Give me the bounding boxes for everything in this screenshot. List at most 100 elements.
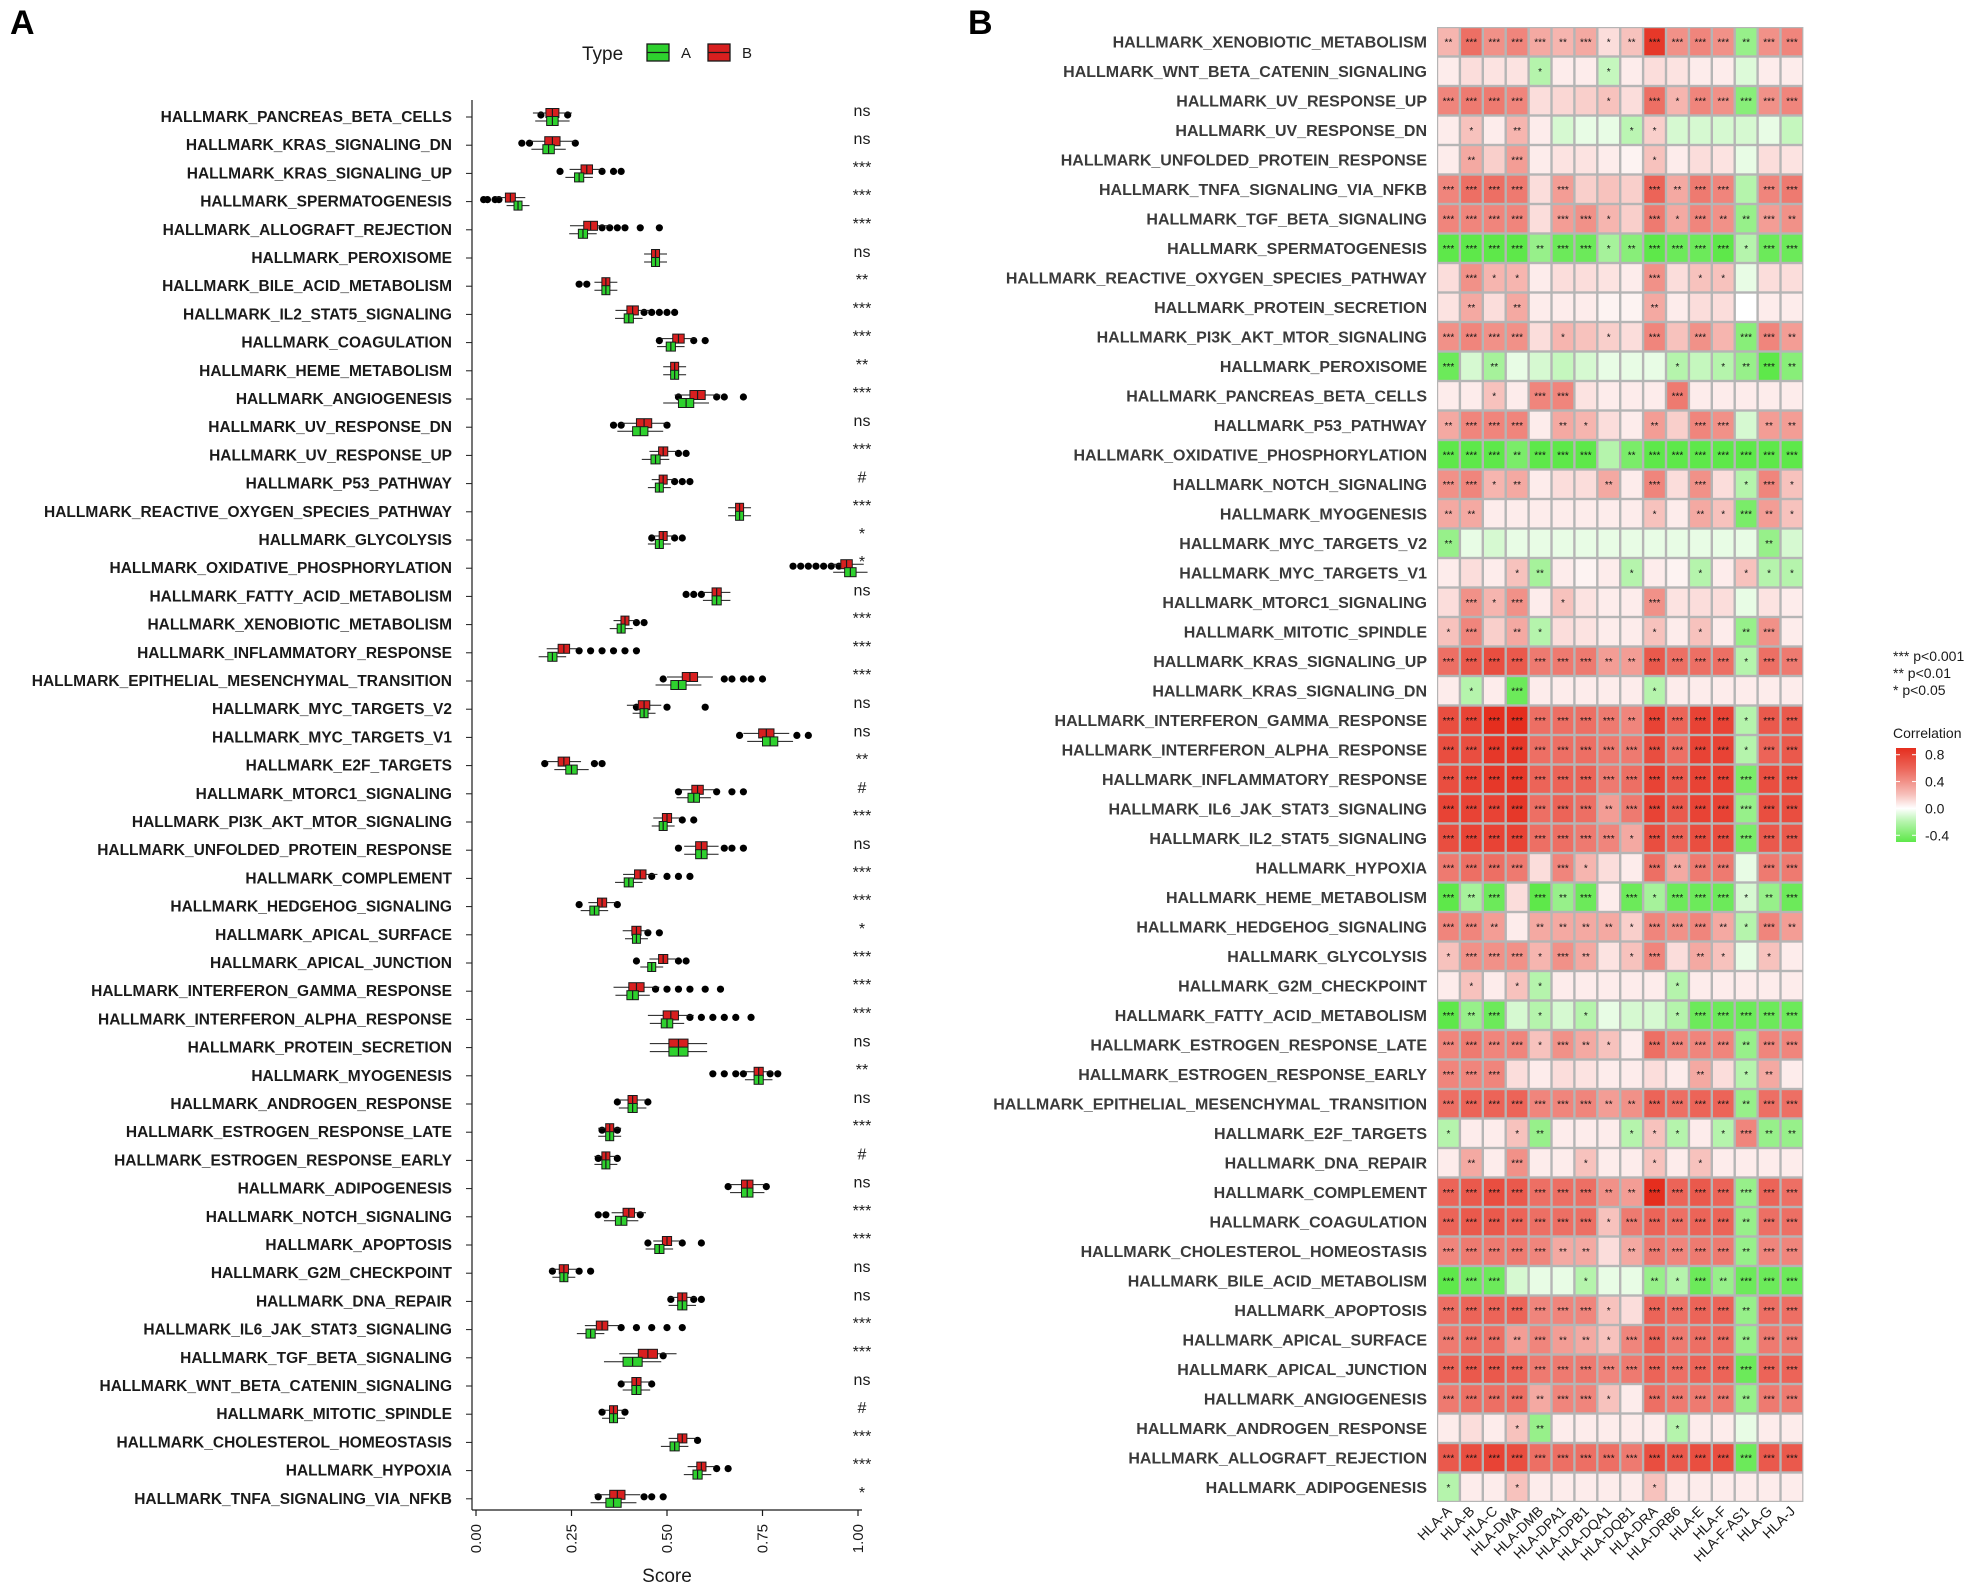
cell-significance: * bbox=[1584, 421, 1588, 432]
significance-label: * bbox=[859, 554, 865, 571]
heatmap-cell bbox=[1621, 234, 1642, 262]
box-row: HALLMARK_COMPLEMENT *** bbox=[245, 864, 871, 888]
cell-significance: *** bbox=[1717, 1188, 1729, 1199]
cell-significance: *** bbox=[1763, 627, 1775, 638]
box-row: HALLMARK_P53_PATHWAY # bbox=[246, 470, 867, 493]
box-row: HALLMARK_WNT_BETA_CATENIN_SIGNALING ns bbox=[100, 1372, 870, 1395]
heatmap-cell bbox=[1552, 1208, 1574, 1236]
heatmap-cell bbox=[1621, 647, 1642, 675]
heatmap-cell bbox=[1621, 470, 1642, 498]
cell-significance: *** bbox=[1511, 96, 1523, 107]
cell-significance: *** bbox=[1717, 96, 1729, 107]
outlier-point bbox=[682, 957, 690, 965]
significance-label: ns bbox=[854, 244, 871, 261]
heatmap-cell bbox=[1621, 883, 1642, 911]
heatmap-cell bbox=[1690, 1178, 1711, 1206]
heatmap-cell bbox=[1461, 1178, 1482, 1206]
heatmap-cell bbox=[1667, 913, 1688, 941]
cell-significance: *** bbox=[1672, 1188, 1684, 1199]
heatmap-cell bbox=[1781, 972, 1803, 1000]
heatmap-cell bbox=[1781, 529, 1803, 557]
heatmap-row: HALLMARK_EPITHELIAL_MESENCHYMAL_TRANSITI… bbox=[993, 1090, 1803, 1118]
heatmap-cell bbox=[1461, 57, 1482, 85]
heatmap-cell bbox=[1529, 913, 1551, 941]
heatmap-cell bbox=[1644, 1473, 1665, 1501]
cell-significance: ** bbox=[1536, 1129, 1544, 1140]
heatmap-cell bbox=[1575, 1296, 1597, 1324]
outlier-point bbox=[682, 590, 690, 599]
heatmap-cell bbox=[1644, 647, 1665, 675]
cell-significance: ** bbox=[1628, 37, 1636, 48]
heatmap-cell bbox=[1529, 588, 1551, 616]
heatmap-cell bbox=[1644, 411, 1665, 439]
gene-set-label: HALLMARK_UV_RESPONSE_DN bbox=[208, 419, 452, 436]
cell-significance: * bbox=[1675, 214, 1679, 225]
cell-significance: *** bbox=[1717, 450, 1729, 461]
heatmap-row-label: HALLMARK_G2M_CHECKPOINT bbox=[1178, 978, 1427, 995]
heatmap-cell bbox=[1667, 529, 1688, 557]
outlier-point bbox=[651, 985, 660, 993]
heatmap-cell bbox=[1713, 942, 1734, 970]
heatmap-cell bbox=[1713, 647, 1734, 675]
heatmap-cell bbox=[1690, 264, 1711, 292]
heatmap-cell bbox=[1575, 205, 1597, 233]
heatmap-cell bbox=[1552, 1178, 1574, 1206]
cell-significance: ** bbox=[1467, 1011, 1475, 1022]
heatmap-cell bbox=[1529, 677, 1551, 705]
cell-significance: *** bbox=[1672, 1335, 1684, 1346]
cell-significance: *** bbox=[1534, 1365, 1546, 1376]
heatmap-cell bbox=[1575, 972, 1597, 1000]
heatmap-cell bbox=[1781, 1178, 1803, 1206]
heatmap-cell bbox=[1735, 1237, 1757, 1265]
heatmap-cell bbox=[1690, 411, 1711, 439]
heatmap-cell bbox=[1713, 352, 1734, 380]
cell-significance: ** bbox=[1628, 1188, 1636, 1199]
cell-significance: *** bbox=[1534, 834, 1546, 845]
cell-significance: *** bbox=[1534, 657, 1546, 668]
cell-significance: *** bbox=[1672, 716, 1684, 727]
heatmap-row: HALLMARK_XENOBIOTIC_METABOLISM ** *** *** **… bbox=[1113, 28, 1803, 56]
heatmap-row-label: HALLMARK_ESTROGEN_RESPONSE_LATE bbox=[1090, 1037, 1427, 1054]
cell-significance: *** bbox=[1557, 1099, 1569, 1110]
cell-significance: *** bbox=[1443, 1217, 1455, 1228]
heatmap-cell bbox=[1667, 1355, 1688, 1383]
heatmap-cell bbox=[1735, 87, 1757, 115]
cell-significance: *** bbox=[1466, 657, 1478, 668]
heatmap-cell bbox=[1552, 352, 1574, 380]
cell-significance: *** bbox=[1695, 922, 1707, 933]
cell-significance: *** bbox=[1580, 1394, 1592, 1405]
outlier-point bbox=[613, 1154, 621, 1162]
heatmap-cell bbox=[1552, 1119, 1574, 1147]
cell-significance: *** bbox=[1695, 1453, 1707, 1464]
cell-significance: *** bbox=[1488, 1453, 1500, 1464]
heatmap-cell bbox=[1484, 175, 1505, 203]
heatmap-cell bbox=[1621, 264, 1642, 292]
cell-significance: *** bbox=[1511, 37, 1523, 48]
heatmap-cell bbox=[1506, 647, 1528, 675]
gene-set-label: HALLMARK_KRAS_SIGNALING_UP bbox=[187, 165, 452, 182]
heatmap-cell bbox=[1758, 1001, 1780, 1029]
heatmap-cell bbox=[1438, 854, 1459, 882]
heatmap-cell bbox=[1438, 913, 1459, 941]
heatmap-row: HALLMARK_ALLOGRAFT_REJECTION *** *** *** ***… bbox=[1128, 1444, 1803, 1472]
outlier-point bbox=[556, 167, 564, 175]
heatmap-cell bbox=[1758, 559, 1780, 587]
heatmap-cell bbox=[1484, 765, 1505, 793]
heatmap-cell bbox=[1781, 618, 1803, 646]
heatmap-cell bbox=[1781, 1031, 1803, 1059]
box-row: HALLMARK_ALLOGRAFT_REJECTION *** bbox=[163, 216, 871, 239]
heatmap-cell bbox=[1667, 87, 1688, 115]
outlier-point bbox=[720, 844, 728, 852]
box-row: HALLMARK_E2F_TARGETS ** bbox=[246, 752, 868, 775]
heatmap-cell bbox=[1690, 1208, 1711, 1236]
heatmap-cell bbox=[1552, 824, 1574, 852]
outlier-point bbox=[575, 280, 583, 288]
heatmap-cell bbox=[1690, 618, 1711, 646]
heatmap-cell bbox=[1758, 382, 1780, 410]
heatmap-cell bbox=[1484, 883, 1505, 911]
heatmap-cell bbox=[1598, 1267, 1619, 1295]
cell-significance: *** bbox=[1557, 775, 1569, 786]
cell-significance: *** bbox=[1626, 1217, 1638, 1228]
heatmap-cell bbox=[1690, 854, 1711, 882]
cell-significance: *** bbox=[1443, 1040, 1455, 1051]
